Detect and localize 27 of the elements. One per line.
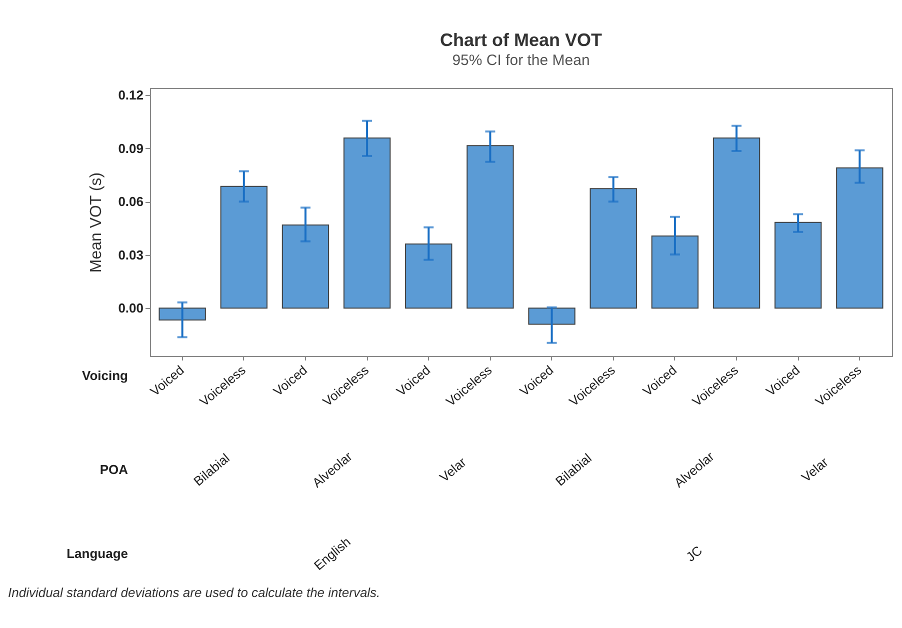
y-tick-label: 0.09: [118, 140, 144, 156]
bar: [651, 236, 699, 309]
text: Language: [66, 546, 128, 561]
chart-subtitle: 95% CI for the Mean: [452, 52, 590, 69]
bar: [836, 167, 884, 309]
chart-title: Chart of Mean VOT: [440, 30, 602, 50]
text: JC: [683, 542, 706, 564]
bar: [405, 244, 452, 309]
bar: [220, 186, 268, 309]
bar: [158, 308, 206, 320]
text: Individual standard deviations are used to calculate the intervals.: [8, 585, 380, 600]
bar: [774, 222, 822, 309]
text: Velar: [798, 454, 832, 485]
bar: [282, 224, 330, 309]
y-tick-label: 0.06: [118, 194, 144, 210]
text: Velar: [436, 454, 470, 485]
y-tick-label: 0.12: [118, 88, 144, 103]
bar: [343, 138, 391, 309]
bar: [528, 308, 576, 325]
bar: [712, 138, 760, 309]
bar: [466, 145, 514, 309]
y-tick-label: 0.00: [118, 300, 144, 316]
bar: [590, 188, 637, 309]
text: Voicing: [82, 368, 128, 383]
text: POA: [100, 462, 129, 477]
y-tick-label: 0.03: [118, 247, 144, 262]
y-axis-title: Mean VOT (s): [88, 172, 106, 273]
